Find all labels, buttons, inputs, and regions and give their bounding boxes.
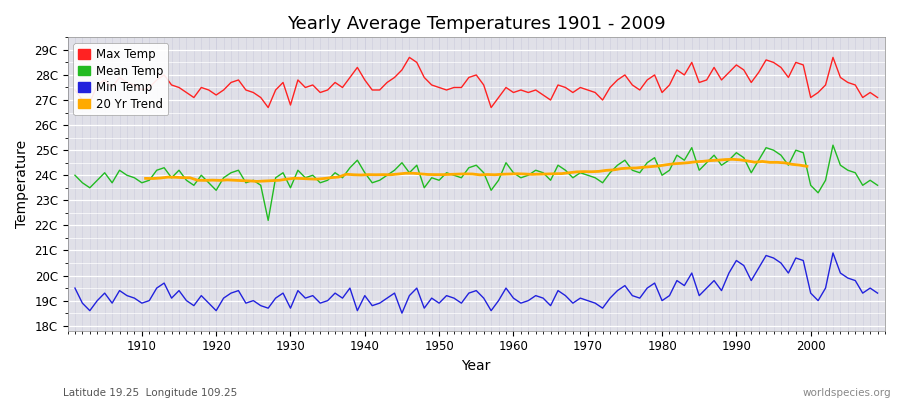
Title: Yearly Average Temperatures 1901 - 2009: Yearly Average Temperatures 1901 - 2009 bbox=[287, 15, 666, 33]
Legend: Max Temp, Mean Temp, Min Temp, 20 Yr Trend: Max Temp, Mean Temp, Min Temp, 20 Yr Tre… bbox=[74, 43, 168, 115]
X-axis label: Year: Year bbox=[462, 359, 491, 373]
Text: Latitude 19.25  Longitude 109.25: Latitude 19.25 Longitude 109.25 bbox=[63, 388, 238, 398]
Y-axis label: Temperature: Temperature bbox=[15, 140, 29, 228]
Text: worldspecies.org: worldspecies.org bbox=[803, 388, 891, 398]
